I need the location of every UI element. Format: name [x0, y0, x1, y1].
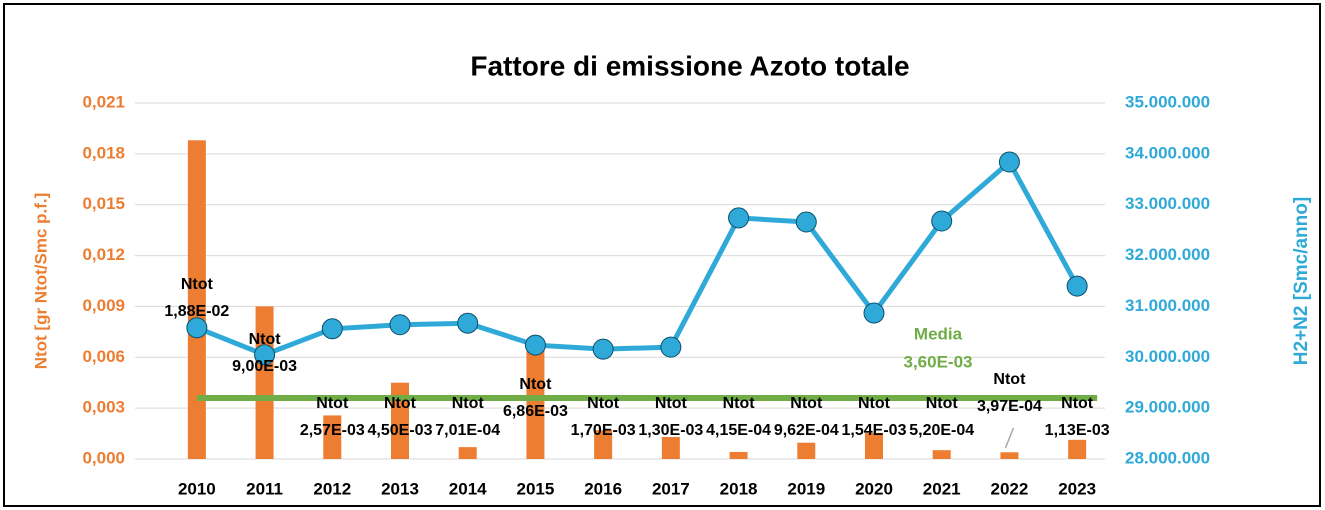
bar	[1000, 452, 1019, 459]
line-point	[863, 302, 885, 324]
y2-tick-label: 34.000.000	[1125, 143, 1210, 162]
data-label: 1,70E-03	[571, 422, 636, 439]
data-label-name: Ntot	[316, 395, 349, 412]
y2-tick-label: 32.000.000	[1125, 245, 1210, 264]
line-point	[254, 344, 276, 366]
x-tick-label: 2022	[991, 479, 1029, 498]
y-tick-label: 0,015	[82, 194, 125, 213]
y2-tick-label: 28.000.000	[1125, 448, 1210, 467]
y-tick-label: 0,012	[82, 245, 125, 264]
bar	[865, 432, 883, 459]
bar	[594, 430, 613, 459]
line-point	[660, 336, 682, 358]
data-label: 9,62E-04	[774, 422, 839, 439]
line-point	[524, 334, 546, 356]
bar	[797, 442, 816, 459]
line-point	[998, 151, 1020, 173]
x-tick-label: 2010	[178, 479, 216, 498]
y2-tick-label: 35.000.000	[1125, 92, 1210, 111]
bar	[729, 451, 748, 459]
bar	[187, 140, 206, 460]
bar	[255, 306, 274, 459]
line-point	[321, 318, 343, 340]
line	[195, 158, 1080, 358]
x-tick-label: 2011	[246, 479, 283, 498]
bar	[661, 436, 680, 459]
y2-axis-title: H2+N2 [Smc/anno]	[1291, 197, 1312, 365]
bar	[391, 382, 409, 459]
data-label-name: Ntot	[655, 395, 688, 412]
bar	[458, 447, 477, 459]
y-tick-label: 0,009	[82, 296, 125, 315]
data-label-name: Ntot	[858, 395, 891, 412]
y2-tick-label: 29.000.000	[1125, 398, 1210, 417]
x-tick-label: 2019	[787, 479, 825, 498]
data-label: 1,13E-03	[1045, 422, 1110, 439]
mean-label-name: Media	[914, 324, 963, 343]
data-label: 3,97E-04	[977, 398, 1042, 415]
data-label-name: Ntot	[723, 395, 756, 412]
x-tick-label: 2015	[517, 479, 555, 498]
data-label-name: Ntot	[587, 395, 620, 412]
leader-line	[1004, 427, 1015, 449]
bar	[1068, 439, 1087, 459]
line-point	[931, 210, 953, 232]
line-point	[457, 312, 479, 334]
mean-label: 3,60E-03	[904, 352, 973, 371]
line-point	[728, 207, 750, 229]
data-label: 6,86E-03	[503, 403, 568, 420]
data-label: 1,88E-02	[164, 303, 229, 320]
data-label-name: Ntot	[519, 376, 552, 393]
data-label-name: Ntot	[926, 395, 959, 412]
data-label: 7,01E-04	[435, 422, 500, 439]
y-axis-title: Ntot [gr Ntot/Smc p.f.]	[31, 193, 50, 370]
line-point	[1066, 275, 1088, 297]
y-tick-label: 0,003	[82, 398, 125, 417]
data-label: 4,15E-04	[706, 422, 771, 439]
data-label-name: Ntot	[1061, 395, 1094, 412]
data-label: 1,54E-03	[842, 422, 907, 439]
y-tick-label: 0,021	[82, 92, 125, 111]
data-label-name: Ntot	[993, 371, 1026, 388]
data-label: 1,30E-03	[638, 422, 703, 439]
data-label-name: Ntot	[384, 395, 417, 412]
data-label-name: Ntot	[790, 395, 823, 412]
line-point	[186, 317, 208, 339]
x-tick-label: 2012	[313, 479, 351, 498]
y-tick-label: 0,018	[82, 143, 125, 162]
x-tick-label: 2020	[855, 479, 893, 498]
y2-tick-label: 33.000.000	[1125, 194, 1210, 213]
y2-tick-label: 30.000.000	[1125, 347, 1210, 366]
x-tick-label: 2016	[584, 479, 622, 498]
data-label: 9,00E-03	[232, 358, 297, 375]
y-tick-label: 0,000	[82, 448, 125, 467]
bar	[323, 415, 342, 459]
chart-border	[3, 3, 1321, 507]
bar	[932, 450, 951, 459]
chart-title: Fattore di emissione Azoto totale	[470, 50, 909, 81]
data-label-name: Ntot	[249, 331, 282, 348]
data-label-name: Ntot	[452, 395, 485, 412]
data-label: 2,57E-03	[300, 422, 365, 439]
data-label: 5,20E-04	[909, 422, 974, 439]
line-point	[592, 338, 614, 360]
x-tick-label: 2023	[1058, 479, 1096, 498]
x-tick-label: 2021	[923, 479, 961, 498]
data-label-name: Ntot	[181, 276, 214, 293]
x-tick-label: 2014	[449, 479, 487, 498]
line-point	[389, 314, 411, 336]
line-point	[795, 211, 817, 233]
y2-tick-label: 31.000.000	[1125, 296, 1210, 315]
y-tick-label: 0,006	[82, 347, 125, 366]
x-tick-label: 2013	[381, 479, 419, 498]
data-label: 4,50E-03	[368, 422, 433, 439]
x-tick-label: 2018	[720, 479, 758, 498]
x-tick-label: 2017	[652, 479, 690, 498]
